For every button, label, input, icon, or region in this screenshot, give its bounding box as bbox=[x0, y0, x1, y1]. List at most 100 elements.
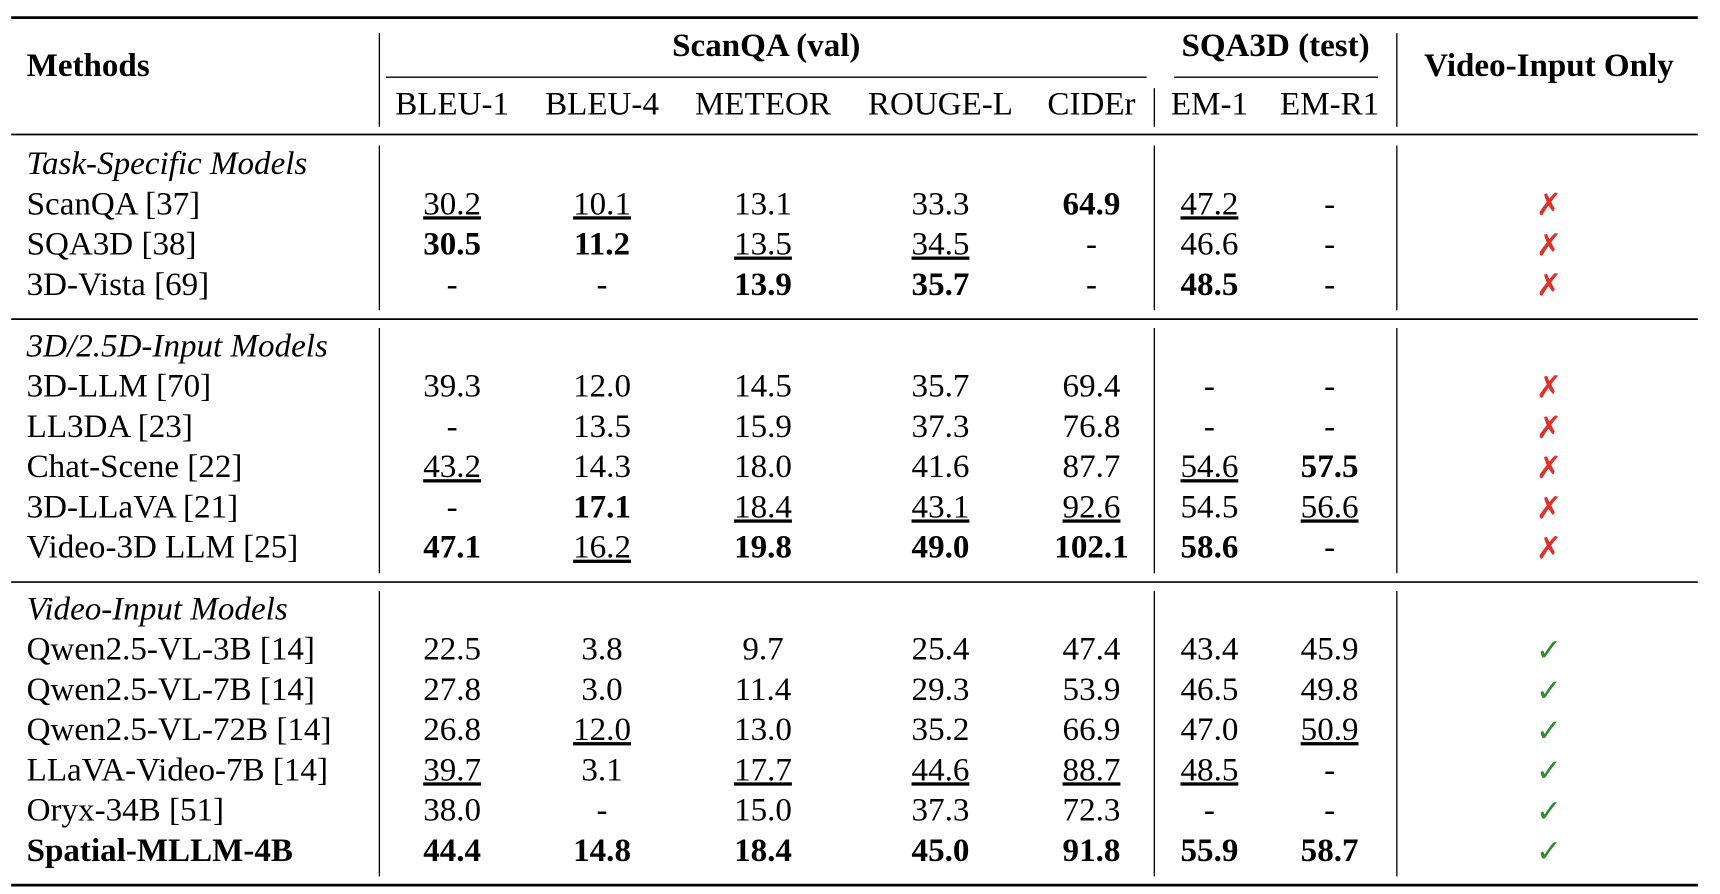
group-title: 3D/2.5D-Input Models bbox=[26, 328, 328, 364]
header-video-only: Video-Input Only bbox=[1424, 48, 1674, 84]
method-name: Chat-Scene [22] bbox=[27, 449, 243, 485]
header-scanqa: ScanQA (val) bbox=[672, 28, 860, 64]
video-only-mark: ✓ bbox=[1536, 793, 1562, 829]
method-name: 3D-Vista [69] bbox=[27, 267, 210, 303]
cell-value: - bbox=[1324, 267, 1335, 303]
cell-value: 17.1 bbox=[573, 489, 631, 525]
cell-value: 26.8 bbox=[423, 712, 481, 748]
cell-value: 102.1 bbox=[1054, 530, 1128, 566]
method-name: Qwen2.5-VL-72B [14] bbox=[27, 712, 332, 748]
cell-value: 3.1 bbox=[581, 752, 622, 788]
cell-value: 47.1 bbox=[423, 530, 481, 566]
cell-value: 11.2 bbox=[574, 227, 630, 263]
cell-value: 56.6 bbox=[1301, 489, 1359, 525]
video-only-mark: ✗ bbox=[1536, 268, 1562, 304]
cell-value: 37.3 bbox=[912, 409, 970, 445]
column-header: CIDEr bbox=[1047, 87, 1135, 123]
cell-value: 12.0 bbox=[573, 712, 631, 748]
cell-value: 30.2 bbox=[423, 186, 481, 222]
cell-value: 19.8 bbox=[734, 530, 792, 566]
method-name: 3D-LLaVA [21] bbox=[27, 489, 239, 525]
cell-value: 91.8 bbox=[1063, 833, 1121, 869]
cell-value: 58.7 bbox=[1301, 833, 1359, 869]
column-header: BLEU-1 bbox=[395, 87, 509, 123]
column-header: METEOR bbox=[695, 87, 831, 123]
cell-value: 44.6 bbox=[912, 752, 970, 788]
method-name: LLaVA-Video-7B [14] bbox=[27, 752, 328, 788]
method-name: SQA3D [38] bbox=[27, 227, 197, 263]
column-header: EM-R1 bbox=[1280, 87, 1379, 123]
video-only-mark: ✗ bbox=[1536, 187, 1562, 223]
cell-value: - bbox=[1324, 752, 1335, 788]
cell-value: 46.5 bbox=[1181, 672, 1239, 708]
cell-value: - bbox=[597, 793, 608, 829]
cell-value: 14.5 bbox=[734, 369, 792, 405]
cell-value: 53.9 bbox=[1063, 672, 1121, 708]
method-name: Spatial-MLLM-4B bbox=[27, 833, 293, 869]
cell-value: 48.5 bbox=[1181, 267, 1239, 303]
cell-value: 13.5 bbox=[734, 227, 792, 263]
column-header: BLEU-4 bbox=[545, 87, 659, 123]
video-only-mark: ✓ bbox=[1536, 834, 1562, 870]
cell-value: 3.8 bbox=[581, 632, 622, 668]
cell-value: 11.4 bbox=[735, 672, 792, 708]
cell-value: 54.5 bbox=[1181, 489, 1239, 525]
cell-value: 39.3 bbox=[423, 369, 481, 405]
video-only-mark: ✓ bbox=[1536, 673, 1562, 709]
cell-value: 41.6 bbox=[912, 449, 970, 485]
cell-value: 48.5 bbox=[1181, 752, 1239, 788]
cell-value: 9.7 bbox=[742, 632, 783, 668]
cell-value: 37.3 bbox=[912, 793, 970, 829]
cell-value: 13.9 bbox=[734, 267, 792, 303]
cell-value: 34.5 bbox=[912, 227, 970, 263]
cell-value: 55.9 bbox=[1181, 833, 1239, 869]
cell-value: 35.2 bbox=[912, 712, 970, 748]
cell-value: - bbox=[1324, 793, 1335, 829]
cell-value: 35.7 bbox=[912, 369, 970, 405]
cell-value: 18.4 bbox=[734, 489, 792, 525]
cell-value: - bbox=[1324, 530, 1335, 566]
video-only-mark: ✓ bbox=[1536, 633, 1562, 669]
cell-value: - bbox=[1086, 227, 1097, 263]
cell-value: 47.0 bbox=[1181, 712, 1239, 748]
video-only-mark: ✓ bbox=[1536, 713, 1562, 749]
cell-value: - bbox=[1324, 227, 1335, 263]
method-name: ScanQA [37] bbox=[27, 186, 201, 222]
cell-value: 45.9 bbox=[1301, 632, 1359, 668]
cell-value: 47.2 bbox=[1181, 186, 1239, 222]
method-name: LL3DA [23] bbox=[27, 409, 193, 445]
cell-value: - bbox=[1204, 409, 1215, 445]
cell-value: 47.4 bbox=[1063, 632, 1121, 668]
cell-value: 18.0 bbox=[734, 449, 792, 485]
cell-value: - bbox=[1204, 369, 1215, 405]
cell-value: 43.4 bbox=[1181, 632, 1239, 668]
cell-value: 15.9 bbox=[734, 409, 792, 445]
cell-value: - bbox=[1086, 267, 1097, 303]
header-methods: Methods bbox=[27, 48, 150, 84]
cell-value: 10.1 bbox=[573, 186, 631, 222]
cell-value: 64.9 bbox=[1063, 186, 1121, 222]
cell-value: 33.3 bbox=[912, 186, 970, 222]
cell-value: 14.8 bbox=[573, 833, 631, 869]
cell-value: - bbox=[447, 267, 458, 303]
cell-value: 50.9 bbox=[1301, 712, 1359, 748]
cell-value: 66.9 bbox=[1063, 712, 1121, 748]
cell-value: 15.0 bbox=[734, 793, 792, 829]
method-name: Video-3D LLM [25] bbox=[27, 530, 299, 566]
cell-value: 49.0 bbox=[912, 530, 970, 566]
video-only-mark: ✗ bbox=[1536, 450, 1562, 486]
cell-value: 43.1 bbox=[912, 489, 970, 525]
header-sqa3d: SQA3D (test) bbox=[1181, 28, 1369, 64]
cell-value: 35.7 bbox=[912, 267, 970, 303]
cell-value: 45.0 bbox=[912, 833, 970, 869]
cell-value: - bbox=[1324, 369, 1335, 405]
cell-value: 49.8 bbox=[1301, 672, 1359, 708]
cell-value: - bbox=[597, 267, 608, 303]
cell-value: 25.4 bbox=[912, 632, 970, 668]
cell-value: 69.4 bbox=[1063, 369, 1121, 405]
cell-value: 16.2 bbox=[573, 530, 631, 566]
cell-value: 18.4 bbox=[734, 833, 792, 869]
cell-value: 22.5 bbox=[423, 632, 481, 668]
cell-value: 27.8 bbox=[423, 672, 481, 708]
